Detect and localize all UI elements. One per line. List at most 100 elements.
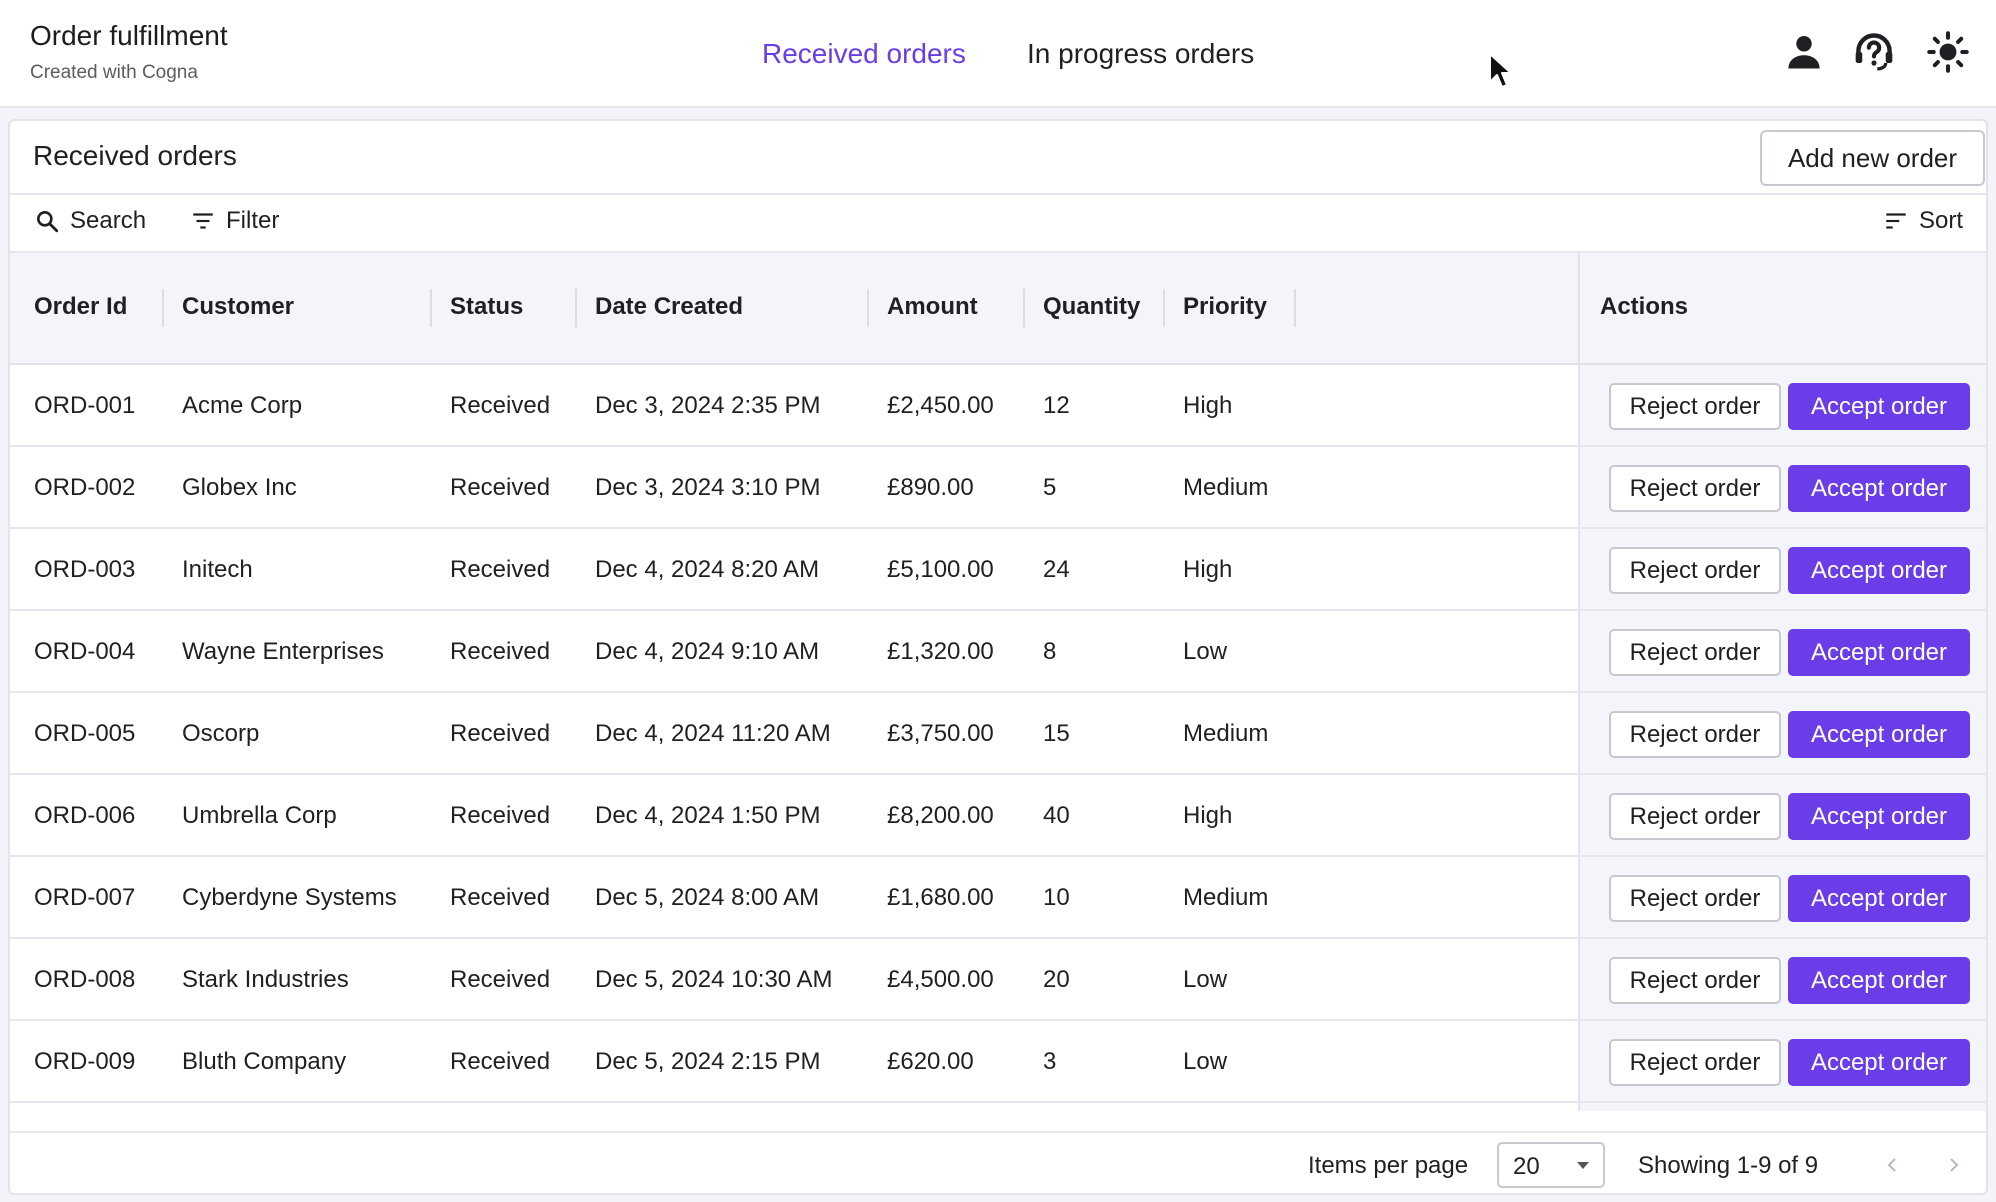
person-icon[interactable] (1782, 30, 1826, 74)
reject-order-button[interactable]: Reject order (1609, 711, 1781, 758)
sort-button[interactable]: Sort (1883, 207, 1963, 235)
filter-button[interactable]: Filter (190, 207, 279, 235)
quantity-cell: 8 (1043, 638, 1057, 665)
search-button[interactable]: Search (34, 207, 146, 235)
reject-order-button[interactable]: Reject order (1609, 383, 1781, 430)
accept-order-button[interactable]: Accept order (1788, 1039, 1970, 1086)
order-id-cell: ORD-001 (34, 392, 136, 419)
accept-order-button[interactable]: Accept order (1788, 875, 1970, 922)
date-created-cell: Dec 5, 2024 8:00 AM (595, 884, 820, 911)
filter-label: Filter (226, 207, 280, 234)
accept-order-button[interactable]: Accept order (1788, 629, 1970, 676)
items-per-page-value: 20 (1513, 1153, 1540, 1180)
amount-cell: £1,680.00 (887, 884, 994, 911)
column-header-customer[interactable]: Customer (182, 293, 295, 320)
tab-in-progress-orders[interactable]: In progress orders (1027, 38, 1255, 69)
items-per-page-select[interactable]: 20 (1497, 1142, 1605, 1188)
reject-order-button[interactable]: Reject order (1609, 547, 1781, 594)
status-cell: Received (450, 638, 551, 665)
mouse-cursor-icon (1489, 53, 1512, 88)
accept-order-button[interactable]: Accept order (1788, 793, 1970, 840)
chevron-left-icon[interactable] (1880, 1153, 1904, 1177)
order-id-cell: ORD-007 (34, 884, 136, 911)
quantity-cell: 40 (1043, 802, 1070, 829)
quantity-cell: 5 (1043, 474, 1057, 501)
help-headset-icon[interactable] (1852, 30, 1896, 74)
status-cell: Received (450, 966, 551, 993)
reject-order-button[interactable]: Reject order (1609, 793, 1781, 840)
showing-range-text: Showing 1-9 of 9 (1638, 1152, 1819, 1179)
add-new-order-button[interactable]: Add new order (1760, 130, 1985, 186)
reject-order-button[interactable]: Reject order (1609, 1039, 1781, 1086)
column-header-quantity[interactable]: Quantity (1043, 293, 1141, 320)
customer-cell: Acme Corp (182, 392, 303, 419)
table-row[interactable]: ORD-008 Stark Industries Received Dec 5, 20… (10, 939, 1986, 1021)
order-id-cell: ORD-004 (34, 638, 136, 665)
order-id-cell: ORD-003 (34, 556, 136, 583)
quantity-cell: 20 (1043, 966, 1070, 993)
search-label: Search (70, 207, 147, 234)
priority-cell: High (1183, 392, 1233, 419)
card-header: Received orders Add new order (10, 121, 1986, 195)
priority-cell: Medium (1183, 474, 1269, 501)
table-row[interactable]: ORD-001 Acme Corp Received Dec 3, 2024 2:35… (10, 365, 1986, 447)
column-divider[interactable] (1023, 289, 1025, 327)
orders-table: Order Id Customer Status Date Created Am… (10, 253, 1986, 1111)
accept-order-button[interactable]: Accept order (1788, 383, 1970, 430)
reject-order-button[interactable]: Reject order (1609, 465, 1781, 512)
orders-card: Received orders Add new order Search Fil… (8, 119, 1988, 1195)
column-header-priority[interactable]: Priority (1183, 293, 1268, 320)
amount-cell: £620.00 (887, 1048, 974, 1075)
table-row[interactable]: ORD-007 Cyberdyne Systems Received Dec 5, 2… (10, 857, 1986, 939)
table-row[interactable]: ORD-005 Oscorp Received Dec 4, 2024 11:20 A… (10, 693, 1986, 775)
pagination-footer: Items per page 20 Showing 1-9 of 9 (10, 1131, 1986, 1193)
date-created-cell: Dec 3, 2024 3:10 PM (595, 474, 821, 501)
date-created-cell: Dec 4, 2024 1:50 PM (595, 802, 821, 829)
card-title: Received orders (33, 140, 237, 171)
filter-icon (193, 213, 213, 229)
accept-order-button[interactable]: Accept order (1788, 547, 1970, 594)
accept-order-button[interactable]: Accept order (1788, 957, 1970, 1004)
column-divider[interactable] (162, 289, 164, 327)
sun-icon[interactable] (1926, 30, 1970, 74)
quantity-cell: 10 (1043, 884, 1070, 911)
column-header-actions: Actions (1600, 293, 1689, 320)
status-cell: Received (450, 474, 551, 501)
sort-icon (1886, 213, 1906, 229)
column-divider[interactable] (430, 289, 432, 327)
accept-order-button[interactable]: Accept order (1788, 711, 1970, 758)
quantity-cell: 15 (1043, 720, 1070, 747)
date-created-cell: Dec 5, 2024 2:15 PM (595, 1048, 821, 1075)
actions-column-divider (1578, 253, 1580, 1111)
column-divider[interactable] (575, 289, 577, 327)
chevron-right-icon[interactable] (1942, 1153, 1966, 1177)
column-header-date-created[interactable]: Date Created (595, 293, 744, 320)
table-row[interactable]: ORD-004 Wayne Enterprises Received Dec 4, 2… (10, 611, 1986, 693)
reject-order-button[interactable]: Reject order (1609, 875, 1781, 922)
table-row[interactable]: ORD-002 Globex Inc Received Dec 3, 2024 3:1… (10, 447, 1986, 529)
priority-cell: Low (1183, 966, 1228, 993)
table-row[interactable]: ORD-006 Umbrella Corp Received Dec 4, 2024 … (10, 775, 1986, 857)
column-header-status[interactable]: Status (450, 293, 524, 320)
status-cell: Received (450, 1048, 551, 1075)
reject-order-button[interactable]: Reject order (1609, 629, 1781, 676)
column-header-order-id[interactable]: Order Id (34, 293, 128, 320)
table-row[interactable]: ORD-009 Bluth Company Received Dec 5, 2024 … (10, 1021, 1986, 1103)
priority-cell: Low (1183, 638, 1228, 665)
column-divider[interactable] (1294, 289, 1296, 327)
table-header: Order Id Customer Status Date Created Am… (10, 253, 1986, 365)
customer-cell: Umbrella Corp (182, 802, 337, 829)
table-row[interactable]: ORD-003 Initech Received Dec 4, 2024 8:20 A… (10, 529, 1986, 611)
accept-order-button[interactable]: Accept order (1788, 465, 1970, 512)
reject-order-button[interactable]: Reject order (1609, 957, 1781, 1004)
date-created-cell: Dec 5, 2024 10:30 AM (595, 966, 833, 993)
column-divider[interactable] (867, 289, 869, 327)
column-header-amount[interactable]: Amount (887, 293, 978, 320)
sort-label: Sort (1919, 207, 1964, 234)
status-cell: Received (450, 392, 551, 419)
order-id-cell: ORD-006 (34, 802, 136, 829)
table-toolbar: Search Filter Sort (10, 195, 1986, 253)
column-divider[interactable] (1163, 289, 1165, 327)
tab-received-orders[interactable]: Received orders (762, 38, 966, 69)
quantity-cell: 12 (1043, 392, 1070, 419)
